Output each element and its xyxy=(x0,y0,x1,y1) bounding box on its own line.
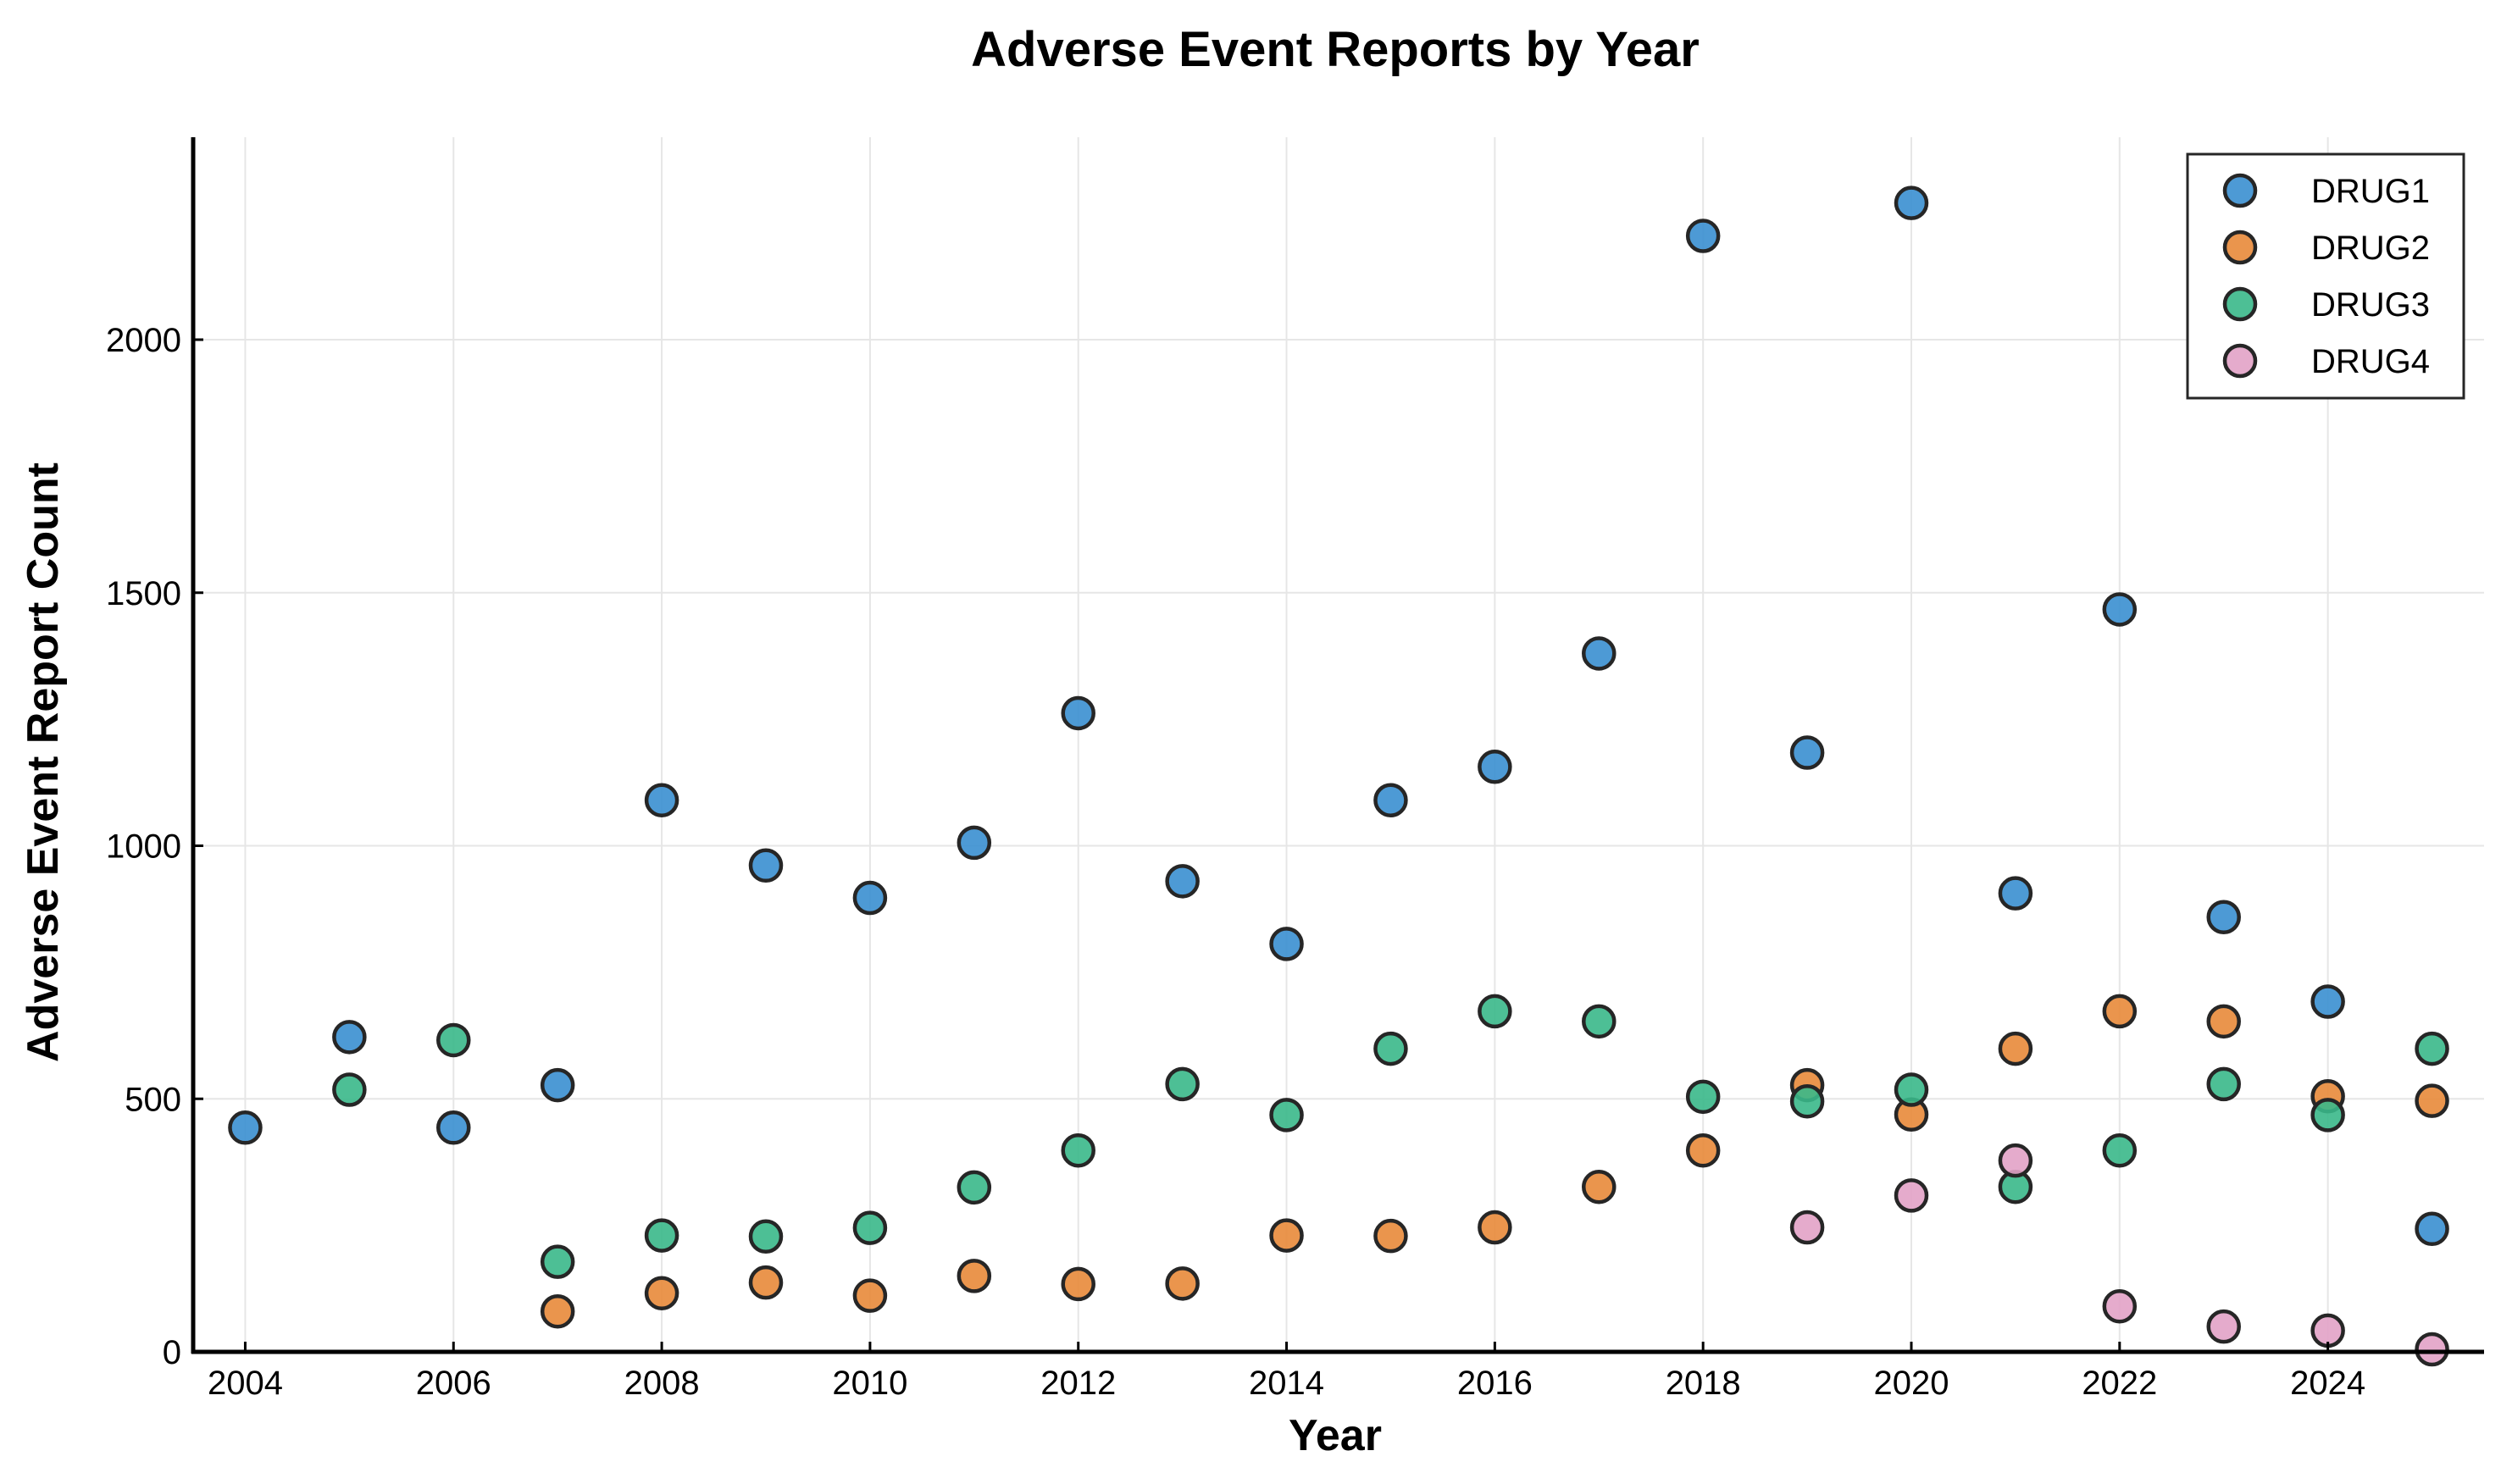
point-drug4 xyxy=(2310,1313,2345,1348)
point-drug1 xyxy=(852,880,888,916)
legend-label-drug3: DRUG3 xyxy=(2311,286,2430,324)
point-drug2 xyxy=(540,1293,575,1329)
legend: DRUG1 DRUG2 DRUG3 DRUG4 xyxy=(2186,152,2465,400)
point-drug1 xyxy=(644,783,679,817)
point-drug2 xyxy=(1061,1266,1095,1302)
y-tick-label: 1500 xyxy=(106,575,181,612)
point-drug3 xyxy=(1789,1083,1825,1119)
point-drug4 xyxy=(2102,1288,2138,1324)
point-drug1 xyxy=(2310,984,2345,1019)
point-drug2 xyxy=(1478,1210,1512,1245)
point-drug1 xyxy=(1061,695,1095,731)
point-drug1 xyxy=(228,1110,263,1145)
point-drug1 xyxy=(1789,735,1825,770)
point-drug1 xyxy=(1373,783,1408,817)
point-drug3 xyxy=(644,1218,679,1253)
legend-marker-drug2 xyxy=(2222,230,2258,265)
point-drug2 xyxy=(1582,1169,1616,1204)
x-tick-label: 2024 xyxy=(2290,1365,2365,1402)
point-drug1 xyxy=(748,848,784,883)
point-drug4 xyxy=(2415,1332,2449,1367)
point-drug3 xyxy=(1061,1132,1095,1168)
point-drug3 xyxy=(748,1219,784,1254)
y-tick-label: 1000 xyxy=(106,828,181,866)
point-drug2 xyxy=(1165,1266,1200,1301)
point-drug1 xyxy=(1998,876,2033,911)
point-drug4 xyxy=(2206,1309,2241,1344)
point-drug1 xyxy=(540,1067,575,1103)
point-drug2 xyxy=(748,1265,784,1300)
point-drug1 xyxy=(1165,864,1200,899)
point-drug1 xyxy=(957,825,992,861)
legend-marker-drug1 xyxy=(2222,173,2258,208)
x-tick-label: 2014 xyxy=(1249,1365,1324,1402)
point-drug2 xyxy=(2102,994,2138,1029)
point-drug3 xyxy=(1894,1072,1929,1107)
point-drug2 xyxy=(2206,1004,2241,1039)
y-tick-label: 0 xyxy=(163,1334,181,1371)
point-drug4 xyxy=(1894,1178,1929,1213)
point-drug4 xyxy=(1789,1210,1825,1245)
x-tick-label: 2022 xyxy=(2082,1365,2157,1402)
point-drug1 xyxy=(1478,750,1512,784)
point-drug3 xyxy=(957,1170,992,1205)
point-drug3 xyxy=(1269,1098,1304,1132)
point-drug3 xyxy=(1165,1066,1200,1102)
point-drug3 xyxy=(1582,1004,1616,1039)
data-points xyxy=(228,186,2449,1367)
point-drug3 xyxy=(540,1244,575,1279)
y-axis-label: Adverse Event Report Count xyxy=(19,462,68,1062)
legend-label-drug4: DRUG4 xyxy=(2311,343,2430,380)
x-tick-label: 2018 xyxy=(1666,1365,1741,1402)
axes: 2004 2006 2008 2010 2012 2014 2016 2018 2020 2022… xyxy=(106,137,2484,1402)
legend-label-drug1: DRUG1 xyxy=(2311,173,2430,210)
point-drug3 xyxy=(436,1022,471,1058)
grid-lines xyxy=(193,137,2484,1353)
point-drug2 xyxy=(1373,1218,1408,1254)
point-drug1 xyxy=(1685,219,1721,253)
point-drug3 xyxy=(1478,994,1512,1029)
x-tick-label: 2020 xyxy=(1874,1365,1949,1402)
point-drug2 xyxy=(644,1276,679,1310)
point-drug1 xyxy=(1269,927,1304,961)
point-drug2 xyxy=(1269,1218,1304,1253)
point-drug1 xyxy=(1894,186,1929,220)
point-drug1 xyxy=(436,1110,471,1145)
point-drug4 xyxy=(1998,1143,2033,1178)
point-drug1 xyxy=(2102,592,2138,627)
y-tick-label: 500 xyxy=(125,1081,181,1118)
point-drug2 xyxy=(957,1259,992,1293)
point-drug3 xyxy=(2310,1098,2345,1132)
x-tick-label: 2006 xyxy=(416,1365,491,1402)
point-drug1 xyxy=(2415,1211,2449,1247)
x-tick-label: 2004 xyxy=(208,1365,283,1402)
legend-label-drug2: DRUG2 xyxy=(2311,230,2430,267)
x-tick-label: 2008 xyxy=(624,1365,700,1402)
x-tick-label: 2010 xyxy=(832,1365,907,1402)
point-drug1 xyxy=(2206,900,2241,934)
x-tick-label: 2012 xyxy=(1040,1365,1116,1402)
x-tick-label: 2016 xyxy=(1457,1365,1533,1402)
point-drug2 xyxy=(1998,1031,2033,1066)
point-drug3 xyxy=(332,1072,367,1107)
legend-marker-drug4 xyxy=(2222,343,2258,379)
point-drug3 xyxy=(852,1210,888,1245)
point-drug3 xyxy=(2415,1031,2449,1066)
point-drug3 xyxy=(2206,1066,2241,1102)
point-drug2 xyxy=(852,1278,888,1313)
point-drug2 xyxy=(2415,1083,2449,1118)
chart-title: Adverse Event Reports by Year xyxy=(971,22,1700,77)
y-tick-label: 2000 xyxy=(106,322,181,359)
point-drug2 xyxy=(1685,1132,1721,1168)
point-drug3 xyxy=(2102,1132,2138,1168)
legend-marker-drug3 xyxy=(2222,286,2258,322)
point-drug3 xyxy=(1685,1079,1721,1115)
point-drug1 xyxy=(332,1020,367,1055)
point-drug1 xyxy=(1582,636,1616,671)
point-drug3 xyxy=(1373,1031,1408,1066)
x-axis-label: Year xyxy=(1289,1411,1382,1460)
